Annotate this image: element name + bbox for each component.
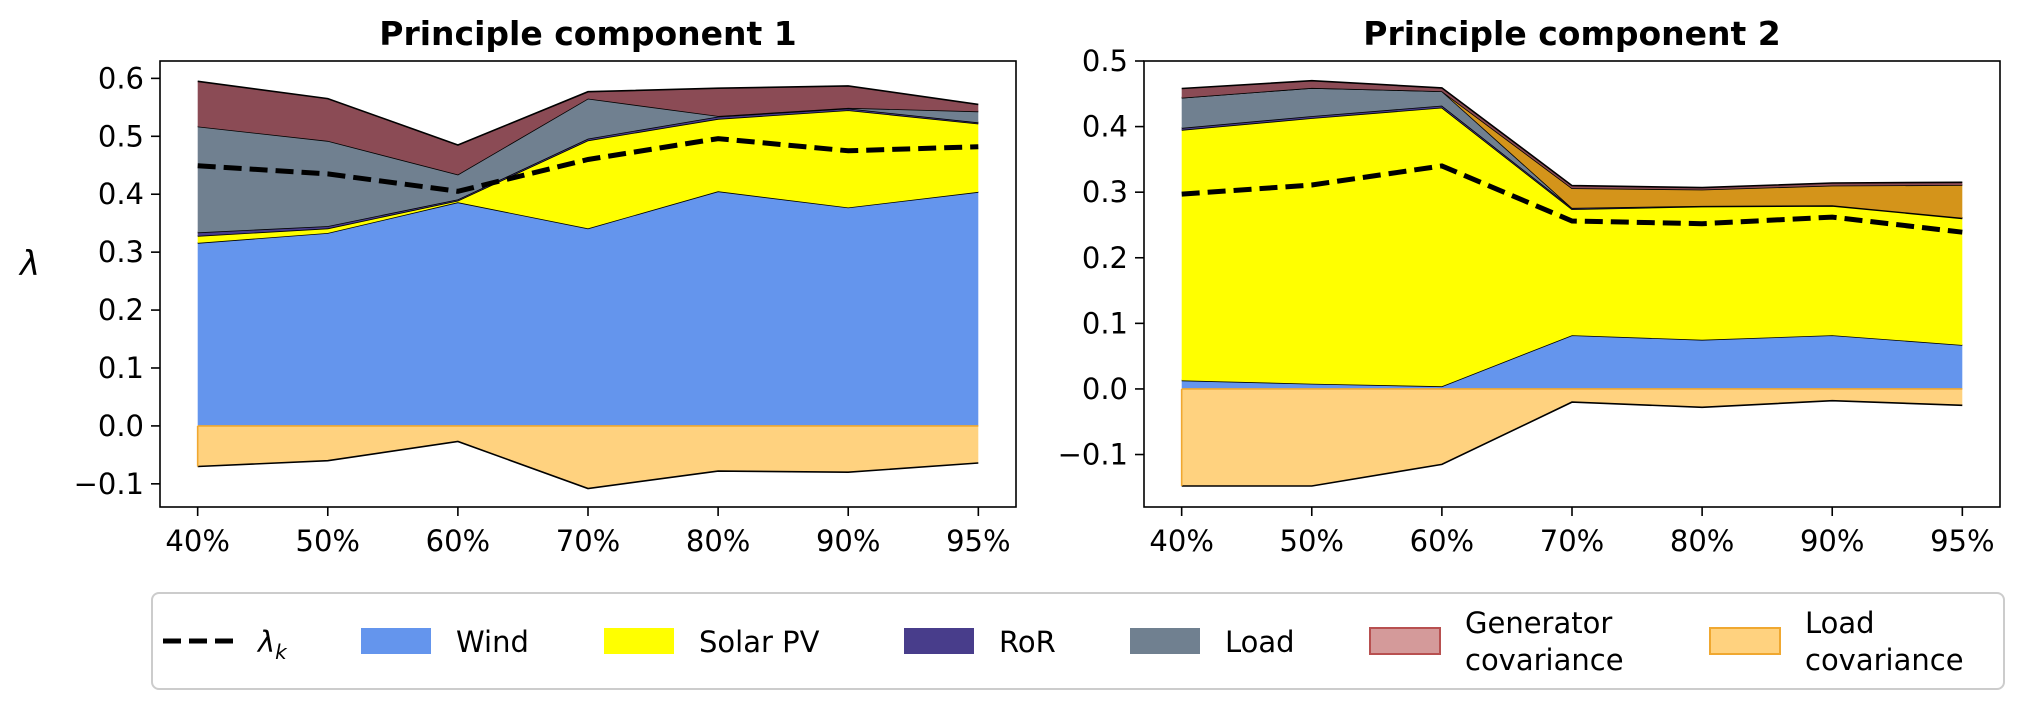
- legend-label-load: Load: [1225, 625, 1295, 659]
- legend-entry-wind: Wind: [361, 625, 529, 659]
- area-gencov_generators: [197, 81, 979, 175]
- panel-title: Principle component 1: [379, 14, 796, 53]
- lambda-k-line: [197, 136, 979, 194]
- area-gencov_gold: [1181, 87, 1963, 218]
- y-tick-label: 0.5: [1082, 44, 1128, 78]
- area-solar: [197, 110, 979, 243]
- area-load: [197, 98, 979, 233]
- y-tick-label: 0.5: [98, 119, 144, 153]
- panel-principle-component-2: −0.1 0.0 0.1 0.2 0.3 0.4 0.5 40% 50% 60% 70% 80% 90%…: [1058, 14, 2001, 558]
- legend-handle-ror: [904, 628, 974, 654]
- legend-entry-load: Load: [1130, 625, 1295, 659]
- legend-handle-loadcov: [1709, 627, 1781, 655]
- y-tick-label: 0.6: [98, 61, 144, 95]
- area-gencov_generators: [1181, 80, 1963, 190]
- legend-frame: [151, 592, 2005, 690]
- area-loadcov: [197, 425, 979, 489]
- x-tick-label: 95%: [946, 524, 1010, 558]
- legend-label-sub: k: [275, 640, 288, 664]
- legend-entry-lambda_k: λk: [163, 625, 288, 664]
- y-tick-label: 0.3: [98, 235, 144, 269]
- x-tick-label: 95%: [1930, 524, 1994, 558]
- x-tick-label: 60%: [1410, 524, 1474, 558]
- legend: λk Wind Solar PV RoR LoadGeneratorcovariance…: [151, 592, 2005, 690]
- legend-label-loadcov-line-2: covariance: [1805, 643, 1964, 677]
- legend-label-ror: RoR: [999, 625, 1056, 659]
- y-tick-label: 0.4: [1082, 110, 1128, 144]
- area-wind: [1181, 335, 1963, 389]
- x-tick-label: 40%: [1149, 524, 1213, 558]
- y-tick-label: 0.3: [1082, 175, 1128, 209]
- y-axis-label: λ: [18, 244, 40, 284]
- area-edge-loadcov: [1181, 399, 1963, 487]
- x-tick-label: 80%: [1670, 524, 1734, 558]
- legend-entry-solar: Solar PV: [604, 625, 820, 659]
- y-tick-label: −0.1: [74, 467, 144, 501]
- panel-principle-component-1: −0.1 0.0 0.1 0.2 0.3 0.4 0.5 0.6 40% 50% 60% 70% 80%…: [18, 14, 1017, 558]
- legend-label-wind: Wind: [456, 625, 529, 659]
- lambda-k-line: [1181, 163, 1963, 235]
- area-edge-gencov_generators: [197, 80, 979, 146]
- legend-entry-ror: RoR: [904, 625, 1056, 659]
- legend-label-gencov-line-1: Generator: [1465, 606, 1612, 640]
- x-tick-label: 50%: [1280, 524, 1344, 558]
- y-tick-label: 0.2: [98, 293, 144, 327]
- area-load: [1181, 87, 1963, 218]
- y-tick-label: 0.4: [98, 177, 144, 211]
- x-tick-label: 60%: [426, 524, 490, 558]
- area-edge-gencov_generators: [1181, 79, 1963, 189]
- legend-label-main: λ: [256, 625, 275, 659]
- y-tick-label: 0.0: [1082, 372, 1128, 406]
- x-tick-label: 50%: [296, 524, 360, 558]
- legend-handle-wind: [361, 628, 431, 654]
- x-tick-label: 70%: [556, 524, 620, 558]
- area-wind: [197, 191, 979, 426]
- legend-handle-solar: [604, 628, 674, 654]
- x-tick-label: 40%: [165, 524, 229, 558]
- legend-handle-load: [1130, 628, 1200, 654]
- area-edge-loadcov: [197, 440, 979, 490]
- area-loadcov: [1181, 388, 1963, 486]
- y-tick-label: 0.0: [98, 409, 144, 443]
- y-tick-label: 0.1: [1082, 306, 1128, 340]
- x-tick-label: 80%: [686, 524, 750, 558]
- x-tick-label: 90%: [816, 524, 880, 558]
- y-tick-label: −0.1: [1058, 438, 1128, 472]
- y-tick-label: 0.2: [1082, 241, 1128, 275]
- x-tick-label: 90%: [1800, 524, 1864, 558]
- legend-label-lambda_k: λk: [256, 625, 288, 664]
- y-tick-label: 0.1: [98, 351, 144, 385]
- legend-label-solar: Solar PV: [699, 625, 820, 659]
- legend-label-gencov-line-2: covariance: [1465, 643, 1624, 677]
- panel-title: Principle component 2: [1363, 14, 1780, 53]
- legend-label-loadcov-line-1: Load: [1805, 606, 1875, 640]
- x-tick-label: 70%: [1540, 524, 1604, 558]
- legend-handle-gencov: [1369, 627, 1441, 655]
